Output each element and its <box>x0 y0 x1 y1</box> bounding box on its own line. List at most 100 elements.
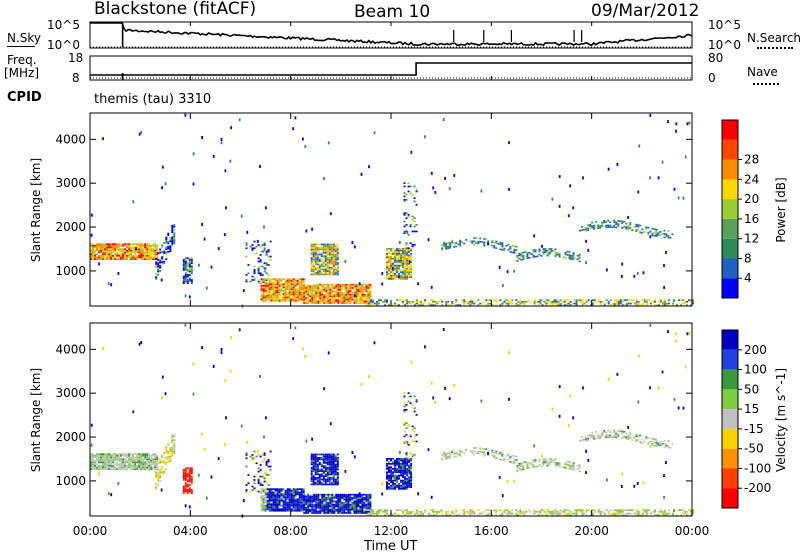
power-echo <box>272 291 275 294</box>
power-echo <box>326 270 329 272</box>
velocity-echo <box>369 497 372 499</box>
power-echo <box>267 250 270 253</box>
velocity-echo <box>312 453 315 456</box>
power-echo <box>645 299 648 301</box>
velocity-echo <box>388 486 390 488</box>
velocity-echo <box>479 512 482 515</box>
velocity-echo <box>282 496 285 499</box>
velocity-echo <box>690 509 692 511</box>
power-echo <box>290 281 293 284</box>
velocity-echo <box>307 512 310 514</box>
power-echo <box>319 288 322 291</box>
nsearch-label: N.Search <box>747 31 800 45</box>
power-echo <box>294 291 297 294</box>
velocity-echo <box>615 431 618 434</box>
power-echo <box>408 251 411 253</box>
power-echo <box>130 254 133 257</box>
velocity-echo <box>336 475 339 477</box>
power-echo <box>282 296 285 299</box>
power-echo <box>282 289 285 292</box>
velocity-echo <box>513 455 516 458</box>
power-echo <box>190 267 193 270</box>
power-echo <box>621 222 624 224</box>
velocity-echo <box>330 462 333 464</box>
power-echo <box>585 299 588 301</box>
velocity-echo <box>173 439 176 441</box>
velocity-echo <box>319 510 322 513</box>
power-echo <box>148 244 151 247</box>
power-echo <box>365 295 368 298</box>
power-echo <box>336 248 339 251</box>
velocity-echo <box>411 429 414 431</box>
power-echo <box>315 302 318 304</box>
velocity-echo <box>169 457 172 459</box>
velocity-echo <box>653 511 656 513</box>
velocity-echo <box>329 497 332 499</box>
power-echo <box>251 244 254 246</box>
power-echo <box>268 286 271 289</box>
velocity-echo <box>355 498 358 501</box>
power-echo <box>349 300 352 303</box>
velocity-echo <box>334 470 337 472</box>
velocity-echo <box>276 504 279 507</box>
velocity-echo <box>382 511 384 513</box>
velocity-echo <box>396 463 398 465</box>
power-echo <box>568 251 571 253</box>
power-echo <box>312 252 315 254</box>
power-echo <box>549 301 552 303</box>
power-echo <box>416 302 419 305</box>
power-echo <box>331 293 334 296</box>
velocity-echo <box>410 474 413 477</box>
velocity-echo <box>107 492 110 496</box>
velocity-echo <box>367 514 370 516</box>
velocity-echo <box>516 470 519 472</box>
power-echo <box>126 249 129 252</box>
velocity-echo <box>400 474 402 477</box>
velocity-echo <box>122 466 125 469</box>
power-echo <box>593 299 596 301</box>
power-echo <box>386 256 388 258</box>
velocity-echo <box>184 469 187 471</box>
velocity-echo <box>92 463 94 465</box>
velocity-echo <box>663 512 666 515</box>
velocity-echo <box>573 512 576 515</box>
velocity-echo <box>329 512 332 514</box>
velocity-echo <box>515 509 518 511</box>
power-echo <box>665 233 668 235</box>
power-echo <box>555 304 558 306</box>
power-echo <box>408 254 411 257</box>
power-echo <box>322 248 325 251</box>
velocity-echo <box>345 512 348 514</box>
velocity-echo <box>324 473 327 476</box>
power-echo <box>150 254 153 257</box>
velocity-echo <box>625 509 628 511</box>
power-echo <box>403 212 406 214</box>
power-echo <box>98 262 100 266</box>
velocity-echo <box>673 509 675 513</box>
power-echo <box>499 304 502 306</box>
power-echo <box>315 288 318 291</box>
power-echo <box>270 289 273 292</box>
power-echo <box>536 255 539 258</box>
freq-unit: [MHz] <box>4 66 40 80</box>
power-echo <box>455 245 458 248</box>
power-echo <box>577 299 580 301</box>
power-echo <box>353 300 356 303</box>
velocity-echo <box>573 509 576 511</box>
velocity-echo <box>357 503 360 506</box>
power-echo <box>290 294 293 297</box>
power-echo <box>265 206 267 210</box>
velocity-echo <box>682 509 684 511</box>
velocity-echo <box>519 512 522 515</box>
power-echo <box>317 288 320 291</box>
velocity-echo <box>549 511 552 513</box>
velocity-echo <box>94 459 96 462</box>
velocity-echo <box>270 491 273 494</box>
velocity-echo <box>554 465 557 467</box>
velocity-echo <box>398 478 400 480</box>
power-echo <box>152 249 155 252</box>
power-echo <box>238 118 241 122</box>
power-echo <box>587 299 590 301</box>
velocity-echo <box>270 509 273 512</box>
velocity-echo <box>184 472 187 475</box>
